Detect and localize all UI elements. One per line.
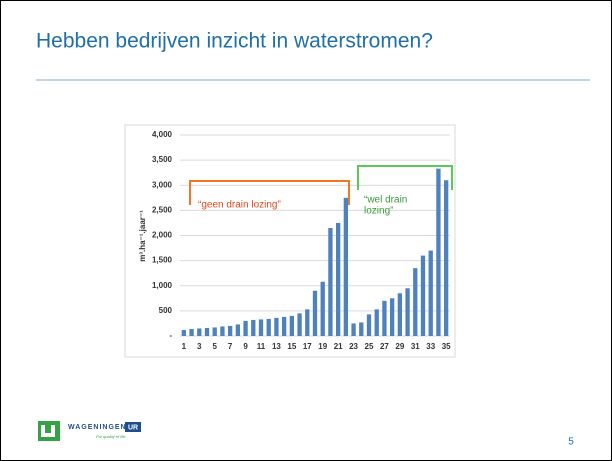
x-tick-label: 25 xyxy=(365,342,374,351)
y-tick-label: 3,500 xyxy=(152,155,173,164)
bar xyxy=(328,227,333,336)
bar xyxy=(305,309,310,336)
logo-icon xyxy=(41,425,55,437)
x-tick-label: 27 xyxy=(380,342,389,351)
bar xyxy=(343,197,349,336)
slide-title: Hebben bedrijven inzicht in waterstromen… xyxy=(36,30,433,53)
x-tick-label: 21 xyxy=(334,342,343,351)
bar xyxy=(243,320,248,336)
bar xyxy=(251,319,256,336)
bar xyxy=(351,323,356,336)
bar xyxy=(320,281,325,336)
y-tick-label: 1,000 xyxy=(152,281,173,290)
x-tick-label: 1 xyxy=(182,342,187,351)
bar xyxy=(297,313,302,336)
bar xyxy=(436,168,441,336)
x-tick-label: 33 xyxy=(426,342,435,351)
logo-suffix: UR xyxy=(128,424,138,431)
bar xyxy=(235,324,241,336)
logo-suffix-box xyxy=(125,422,141,432)
bar xyxy=(428,250,433,336)
bar xyxy=(220,326,225,336)
bar xyxy=(227,325,233,336)
y-axis-label: m³.ha⁻¹.jaar⁻¹ xyxy=(138,210,147,262)
y-tick-label: 500 xyxy=(159,306,173,315)
logo-name: WAGENINGEN xyxy=(68,424,127,431)
bar xyxy=(382,300,387,336)
bar xyxy=(204,327,210,336)
x-tick-label: 5 xyxy=(212,342,217,351)
bar xyxy=(181,329,187,336)
x-tick-label: 9 xyxy=(243,342,248,351)
x-tick-label: 19 xyxy=(318,342,327,351)
bar xyxy=(359,322,364,336)
annotation-bracket xyxy=(189,180,350,205)
chart-frame xyxy=(124,124,456,358)
y-tick-label: 4,000 xyxy=(152,130,173,139)
bar xyxy=(420,255,426,336)
bar xyxy=(312,290,318,336)
bar xyxy=(335,222,341,336)
bar xyxy=(374,309,379,336)
bar xyxy=(413,268,418,336)
y-tick-label: 1,500 xyxy=(152,256,173,265)
bar xyxy=(197,328,202,336)
bar xyxy=(366,314,372,336)
bar xyxy=(443,180,449,336)
x-tick-label: 17 xyxy=(303,342,312,351)
x-tick-label: 11 xyxy=(257,342,266,351)
x-tick-label: 29 xyxy=(395,342,404,351)
x-tick-label: 7 xyxy=(228,342,233,351)
bar xyxy=(258,319,264,336)
x-tick-label: 13 xyxy=(272,342,281,351)
bar xyxy=(405,288,410,336)
x-tick-label: 31 xyxy=(411,342,420,351)
x-tick-label: 3 xyxy=(197,342,202,351)
y-tick-label: - xyxy=(169,331,172,340)
x-tick-label: 23 xyxy=(349,342,358,351)
annotation-text: “wel drain xyxy=(364,195,407,206)
logo-tagline: For quality of life xyxy=(96,434,126,439)
page-number: 5 xyxy=(568,437,574,448)
bar xyxy=(289,315,295,336)
x-tick-label: 35 xyxy=(442,342,451,351)
annotation-bracket xyxy=(357,165,453,190)
y-tick-label: 2,500 xyxy=(152,205,173,214)
bar xyxy=(389,298,395,336)
bar xyxy=(274,317,279,336)
y-tick-label: 2,000 xyxy=(152,231,173,240)
bar xyxy=(266,318,271,336)
bar xyxy=(189,328,194,336)
bar xyxy=(281,316,287,336)
bar xyxy=(212,327,217,336)
x-tick-label: 15 xyxy=(287,342,296,351)
annotation-text: lozing” xyxy=(364,206,393,217)
bar xyxy=(397,293,403,336)
annotation-text: “geen drain lozing” xyxy=(198,200,281,211)
y-tick-label: 3,000 xyxy=(152,180,173,189)
